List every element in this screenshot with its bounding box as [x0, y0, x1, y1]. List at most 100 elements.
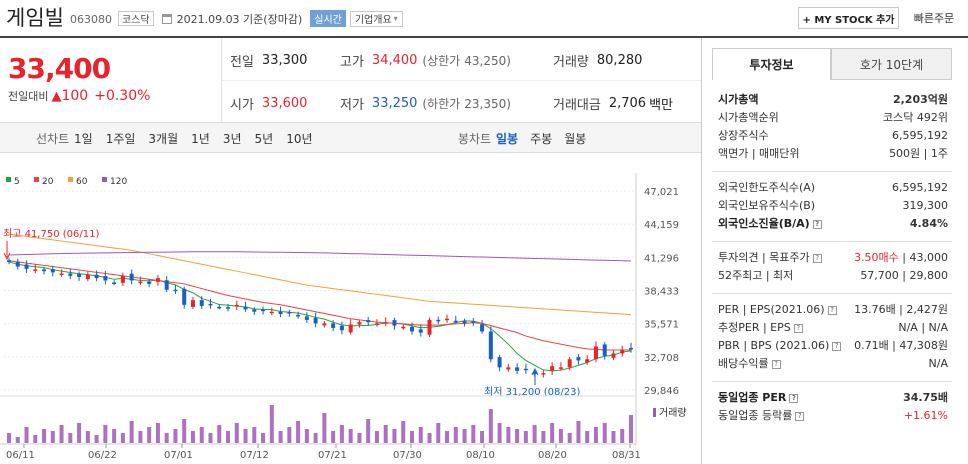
period-tab-2[interactable]: 3개월 — [148, 132, 179, 146]
help-icon[interactable]: ? — [795, 411, 805, 421]
quick-order-button[interactable]: 빠른주문 — [904, 7, 964, 29]
volume-bar — [173, 429, 178, 443]
candle-body — [85, 274, 90, 280]
y-tick-label: 29,846 — [644, 386, 679, 397]
candle-chart-label[interactable]: 봉차트 — [458, 132, 492, 146]
annotation-low: 최저 31,200 (08/23) — [484, 386, 580, 398]
help-icon[interactable]: ? — [793, 323, 803, 333]
market-badge: 코스닥 — [117, 11, 154, 26]
candle-body — [261, 309, 266, 312]
candle-body — [287, 311, 292, 314]
period-tab-4[interactable]: 3년 — [222, 132, 242, 146]
volume-bar — [217, 425, 222, 443]
info-value: 3.50매수 | 43,000 — [854, 251, 948, 264]
lower-value: 23,350) — [464, 96, 511, 111]
side-divider — [701, 38, 702, 464]
volume-bar — [339, 425, 344, 443]
volume-bar — [85, 431, 90, 443]
mystock-add-button[interactable]: + MY STOCK 추가 — [798, 7, 899, 29]
volume-bar — [155, 423, 160, 443]
x-tick-label: 07/12 — [240, 450, 269, 461]
volume-bar — [42, 429, 47, 443]
help-icon[interactable]: ? — [771, 359, 781, 369]
candle-body — [506, 367, 511, 370]
info-row: PER | EPS(2021.06)? 13.76배 | 2,427원 — [718, 301, 948, 319]
candle-body — [77, 273, 82, 277]
candle-body — [383, 322, 388, 324]
info-separator — [712, 241, 952, 242]
candle-body — [374, 323, 379, 325]
candle-body — [480, 324, 485, 332]
volume-bar — [182, 419, 187, 443]
candle-body — [33, 269, 38, 271]
volume-bar — [94, 435, 99, 443]
chevron-down-icon: ▾ — [393, 14, 398, 23]
info-row: 시가총액 2,203억원 — [718, 91, 948, 109]
info-label: 배당수익률? — [718, 355, 781, 373]
candle-body — [322, 323, 327, 326]
info-row: 배당수익률? N/A — [718, 355, 948, 373]
candle-body — [226, 307, 231, 309]
volume-bar — [374, 431, 379, 443]
volume-label: 거래량 — [659, 407, 687, 419]
candle-body — [576, 357, 581, 361]
info-label: 52주최고 | 최저 — [718, 269, 794, 282]
tab-invest-info[interactable]: 투자정보 — [712, 48, 831, 80]
period-tab-6[interactable]: 10년 — [286, 132, 313, 146]
candle-body — [68, 273, 73, 276]
help-icon[interactable]: ? — [812, 253, 822, 263]
volume-bar — [392, 429, 397, 443]
volume-bar — [7, 433, 11, 443]
candle-body — [409, 326, 414, 332]
info-value: 13.76배 | 2,427원 — [854, 303, 948, 316]
info-label: 외국인한도주식수(A) — [718, 181, 816, 194]
volume-bar — [409, 431, 414, 443]
help-icon[interactable]: ? — [812, 219, 822, 229]
volume-bar — [418, 427, 423, 443]
candle-body — [269, 311, 274, 314]
line-chart-label[interactable]: 선차트 — [36, 132, 70, 146]
help-icon[interactable]: ? — [827, 305, 837, 315]
help-icon[interactable]: ? — [789, 393, 799, 403]
arrow-up-icon — [531, 367, 539, 376]
trade-amount: 거래대금 2,706 백만 — [553, 94, 673, 113]
volume-bar — [576, 421, 581, 443]
upper-label: (상한가 — [422, 54, 461, 68]
volume-bar — [550, 423, 555, 443]
volume-bar — [68, 433, 73, 443]
period-tab-1[interactable]: 1주일 — [105, 132, 136, 146]
volume-bar — [138, 431, 143, 443]
candle-tab-2[interactable]: 월봉 — [564, 132, 587, 146]
info-label: 투자의견 | 목표주가? — [718, 249, 822, 267]
info-row: 상장주식수 6,595,192 — [718, 127, 948, 145]
volume-bar — [357, 433, 362, 443]
x-tick-label: 08/20 — [538, 450, 567, 461]
legend-swatch — [6, 177, 11, 182]
y-tick-label: 47,021 — [644, 187, 679, 198]
y-tick-label: 44,159 — [644, 220, 679, 231]
candle-body — [585, 359, 590, 363]
company-overview-button[interactable]: 기업개요 ▾ — [349, 10, 403, 27]
stock-header: 게임빌 063080 코스닥 2021.09.03 기준(장마감) 실시간 기업… — [6, 4, 403, 30]
info-value: N/A | N/A — [898, 321, 948, 334]
legend-swatch — [34, 177, 39, 182]
volume-bar — [15, 437, 20, 443]
volume-bar — [24, 427, 29, 443]
x-tick-label: 06/22 — [88, 450, 117, 461]
header-divider — [0, 36, 968, 38]
stock-code: 063080 — [69, 12, 112, 26]
tab-hoga[interactable]: 호가 10단계 — [831, 48, 952, 80]
realtime-button[interactable]: 실시간 — [310, 10, 346, 27]
info-value: 0.71배 | 47,308원 — [854, 339, 948, 352]
candle-body — [313, 317, 318, 324]
volume-bar — [208, 433, 213, 443]
help-icon[interactable]: ? — [832, 341, 842, 351]
x-tick-label: 07/30 — [393, 450, 422, 461]
period-tab-5[interactable]: 5년 — [254, 132, 274, 146]
period-tab-3[interactable]: 1년 — [191, 132, 210, 146]
period-tab-0[interactable]: 1일 — [74, 132, 93, 146]
candle-tab-1[interactable]: 주봉 — [530, 132, 553, 146]
volume-bar — [313, 433, 318, 443]
candle-tab-0[interactable]: 일봉 — [496, 132, 519, 146]
upper-value: 43,250) — [464, 53, 511, 68]
